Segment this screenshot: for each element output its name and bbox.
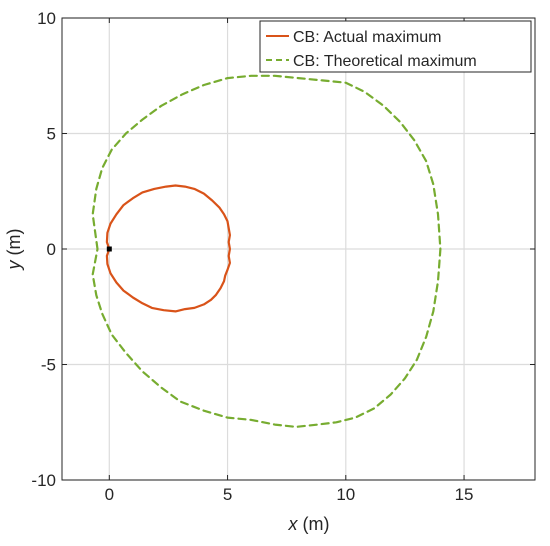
x-tick-labels: 0 5 10 15: [105, 485, 474, 504]
series-layer: [91, 74, 442, 428]
x-tick-label: 5: [223, 485, 232, 504]
x-tick-label: 15: [455, 485, 474, 504]
y-tick-labels: -10 -5 0 5 10: [31, 9, 56, 490]
series-actual-maximum-line: [105, 184, 231, 313]
y-tick-label: -5: [41, 356, 56, 375]
x-axis-title: x (m): [288, 514, 330, 534]
y-tick-label: -10: [31, 471, 56, 490]
y-tick-label: 0: [47, 240, 56, 259]
y-tick-label: 10: [37, 9, 56, 28]
series-theoretical-maximum-line: [91, 74, 442, 428]
origin-marker: [106, 246, 112, 252]
y-tick-label: 5: [47, 125, 56, 144]
legend-label-actual-maximum: CB: Actual maximum: [293, 29, 441, 46]
legend: CB: Actual maximum CB: Theoretical maxim…: [259, 20, 532, 73]
x-tick-label: 10: [336, 485, 355, 504]
x-tick-label: 0: [105, 485, 114, 504]
y-axis-title: y (m): [4, 229, 24, 272]
legend-label-theoretical-maximum: CB: Theoretical maximum: [293, 53, 477, 70]
legend-box: [259, 20, 532, 73]
marker-layer: [106, 246, 112, 252]
